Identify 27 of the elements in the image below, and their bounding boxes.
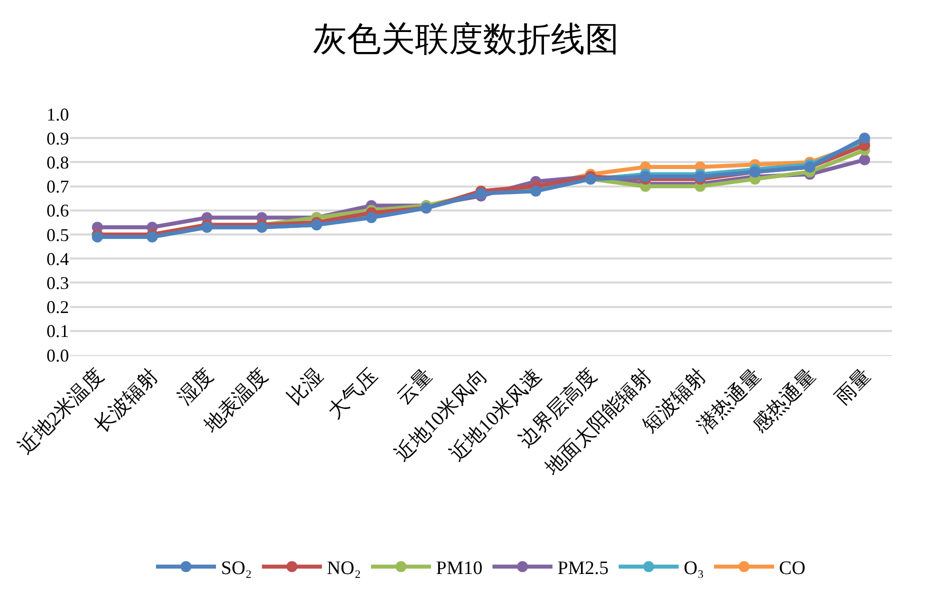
x-tick-label: 雨量 [831, 365, 876, 409]
y-tick-label: 0.0 [46, 345, 69, 366]
point [366, 212, 377, 224]
chart-title: 灰色关联度数折线图 [313, 22, 619, 59]
y-tick-label: 0.4 [46, 248, 69, 269]
legend-label: PM2.5 [557, 558, 609, 580]
legend-label: PM10 [436, 558, 482, 580]
y-tick-label: 1.0 [46, 104, 69, 124]
legend-label: O₃ [684, 558, 704, 580]
point [859, 132, 870, 144]
point [694, 171, 706, 182]
y-tick-label: 0.3 [46, 273, 69, 293]
point [530, 186, 542, 197]
y-tick-label: 0.8 [46, 152, 69, 172]
x-tick-label: 湿度 [174, 365, 218, 409]
y-tick-label: 0.9 [46, 128, 69, 148]
y-tick-label: 0.5 [46, 224, 69, 245]
y-tick-label: 0.7 [46, 176, 69, 197]
point [640, 171, 651, 182]
x-tick-label: 云量 [392, 365, 437, 409]
legend-label: CO [779, 558, 806, 580]
y-tick-label: 0.6 [46, 200, 69, 221]
legend-label: NO₂ [326, 558, 361, 580]
point [859, 154, 870, 166]
legend-label: SO₂ [221, 558, 252, 580]
y-tick-label: 0.1 [46, 321, 69, 342]
y-tick-label: 0.2 [46, 297, 69, 318]
